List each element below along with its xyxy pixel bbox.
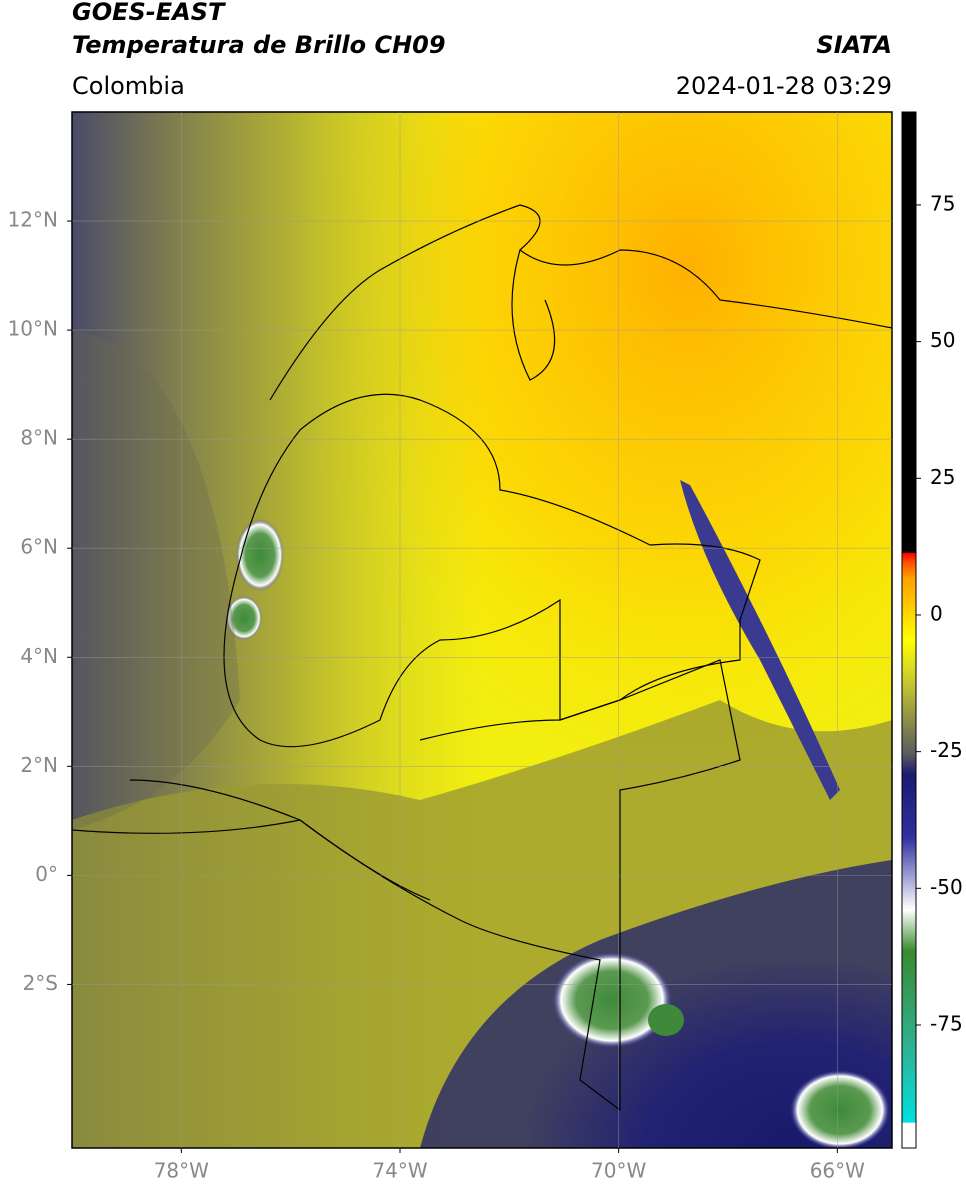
source: SIATA	[816, 31, 892, 59]
colorbar	[901, 111, 917, 1149]
colorbar-tick-label: -50	[930, 875, 963, 899]
x-tick-label: 74°W	[372, 1159, 427, 1183]
map-frame	[71, 111, 893, 1149]
y-tick-label: 4°N	[20, 644, 58, 668]
colorbar-tick-label: 75	[930, 191, 955, 215]
colorbar-tick-label: 0	[930, 601, 943, 625]
x-tick-label: 66°W	[810, 1159, 865, 1183]
y-tick-label: 0°	[35, 862, 58, 886]
datetime: 2024-01-28 03:29	[676, 72, 892, 100]
satellite-image	[72, 112, 892, 1148]
colorbar-tick-label: 25	[930, 465, 955, 489]
y-tick-label: 2°S	[23, 971, 58, 995]
colorbar-tick-label: 50	[930, 328, 955, 352]
y-tick-label: 6°N	[20, 535, 58, 559]
y-tick-label: 10°N	[8, 317, 58, 341]
y-tick-label: 12°N	[8, 208, 58, 232]
x-tick-label: 78°W	[154, 1159, 209, 1183]
subtitle: Temperatura de Brillo CH09	[72, 31, 446, 59]
x-tick-label: 70°W	[591, 1159, 646, 1183]
y-tick-label: 2°N	[20, 753, 58, 777]
y-tick-label: 8°N	[20, 426, 58, 450]
title: GOES-EAST	[72, 0, 226, 26]
region: Colombia	[72, 72, 185, 100]
colorbar-tick-label: -75	[930, 1011, 963, 1035]
colorbar-tick-label: -25	[930, 738, 963, 762]
